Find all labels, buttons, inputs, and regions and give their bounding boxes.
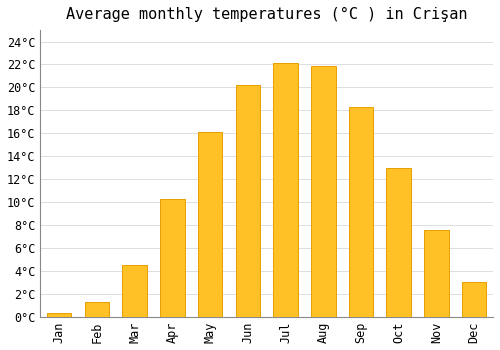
Bar [462,282,486,317]
Bar [84,302,109,317]
Bar [160,199,184,317]
Bar [122,265,147,317]
Bar [424,230,448,317]
Bar [236,85,260,317]
Bar [47,313,72,317]
Bar [198,132,222,317]
Bar [386,168,411,317]
Title: Average monthly temperatures (°C ) in Crişan: Average monthly temperatures (°C ) in Cr… [66,7,468,22]
Bar [348,107,374,317]
Bar [274,63,298,317]
Bar [311,66,336,317]
